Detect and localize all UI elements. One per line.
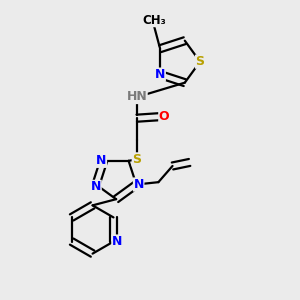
Text: CH₃: CH₃ xyxy=(142,14,166,27)
Text: N: N xyxy=(91,180,101,194)
Text: N: N xyxy=(134,178,144,191)
Text: HN: HN xyxy=(126,91,147,103)
Text: N: N xyxy=(112,235,122,248)
Text: S: S xyxy=(196,55,205,68)
Text: N: N xyxy=(96,154,106,167)
Text: O: O xyxy=(159,110,170,123)
Text: N: N xyxy=(155,68,165,81)
Text: S: S xyxy=(132,153,141,166)
